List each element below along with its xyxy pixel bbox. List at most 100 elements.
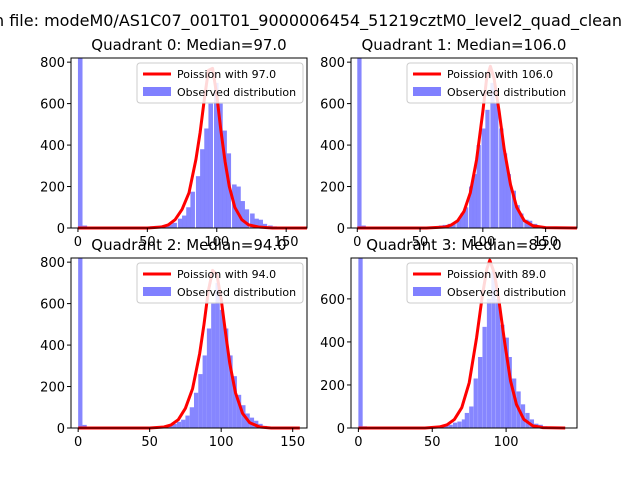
quadrant-1-hist-bar-24 [511,190,516,228]
quadrant-0-ytick-label-1: 200 [40,181,65,196]
quadrant-0-hist-bar-16 [200,149,205,228]
quadrant-0-ytick-label-4: 800 [40,56,65,71]
quadrant-0-legend-label-0: Poission with 97.0 [177,68,276,81]
quadrant-3-hist-bar-10 [457,421,462,428]
quadrant-0-hist-bar-17 [204,128,209,228]
quadrant-1-legend-hist-swatch [413,87,441,96]
quadrant-2-ytick-label-2: 400 [40,339,65,354]
quadrant-3-hist-bar-22 [507,356,512,428]
quadrant-0-xtick-label-2: 100 [204,235,229,250]
quadrant-2-hist-bar-1 [82,424,87,428]
quadrant-0-xtick-label-0: 0 [74,235,82,250]
quadrant-0-hist-bar-18 [208,103,214,228]
quadrant-2-hist-bar-19 [215,282,220,428]
quadrant-0-legend-label-1: Observed distribution [177,86,296,99]
quadrant-3-xtick-label-2: 100 [494,435,519,450]
quadrant-3-hist-bar-12 [464,412,470,428]
quadrant-3-hist-bar-17 [486,298,492,428]
quadrant-0-hist-bar-20 [218,103,223,228]
quadrant-1-ytick-label-4: 800 [320,56,345,71]
quadrant-0-hist-bar-30 [262,223,268,228]
quadrant-2-hist-bar-11 [181,419,186,428]
quadrant-1-xtick-label-2: 100 [470,235,495,250]
quadrant-2-ytick-label-4: 800 [40,256,65,271]
quadrant-3-hist-bar-23 [512,378,517,428]
quadrant-3-hist-bar-9 [452,422,458,428]
quadrant-2-hist-bar-24 [236,394,242,428]
quadrant-2-hist-bar-17 [206,328,212,428]
quadrant-1-xtick-label-0: 0 [353,235,361,250]
quadrant-2-xtick-label-0: 0 [74,435,82,450]
quadrant-0-hist-bar-26 [244,209,250,228]
quadrant-2-hist-bar-18 [211,303,216,428]
quadrant-2-xtick-label-3: 150 [280,435,305,450]
quadrant-0-hist-bar-15 [195,176,201,228]
quadrant-0-hist-bar-21 [222,130,227,228]
quadrant-3-panel: Quadrant 3: Median=89.0 0 50 100 0 200 400 600 P… [320,236,578,450]
quadrant-1-hist-bar-18 [485,109,490,228]
quadrant-1-hist-bar-17 [481,128,486,228]
quadrant-3-legend-label-0: Poission with 89.0 [447,268,546,281]
quadrant-0-title: Quadrant 0: Median=97.0 [91,36,286,54]
quadrant-1-hist-bar-13 [464,207,469,228]
quadrant-2-ytick-label-0: 0 [57,422,65,437]
quadrant-1-legend-label-0: Poission with 106.0 [447,68,553,81]
quadrant-2-hist-bar-20 [219,309,225,428]
quadrant-1-hist-bar-10 [451,222,456,228]
quadrant-0-ytick-label-3: 600 [40,98,65,113]
quadrant-3-ytick-label-1: 200 [320,379,345,394]
quadrant-3-legend-box [406,262,574,304]
quadrant-1-ytick-label-2: 400 [320,139,345,154]
quadrant-3-ytick-label-0: 0 [337,422,345,437]
quadrant-1-panel: Quadrant 1: Median=106.0 0 50 100 150 0 200 400… [320,36,578,250]
quadrant-2-hist-bar-21 [224,328,229,428]
quadrant-2-hist-bar-22 [228,355,233,428]
quadrant-1-hist-bar-23 [506,174,511,228]
quadrant-2-panel: Quadrant 2: Median=94.0 0 50 100 150 0 200 400 6… [40,236,308,450]
quadrant-0-hist-bar-9 [168,224,173,228]
figure-suptitle: n file: modeM0/AS1C07_001T01_9000006454_… [0,11,622,31]
quadrant-0-xtick-label-1: 50 [139,235,156,250]
quadrant-3-ytick-label-2: 400 [320,336,345,351]
quadrant-3-title: Quadrant 3: Median=89.0 [366,236,561,254]
quadrant-0-hist-bar-29 [258,219,263,228]
quadrant-1-axes-frame [350,57,578,229]
quadrant-3-hist-bar-13 [469,406,474,428]
quadrant-1-hist-bar-16 [476,145,481,228]
quadrant-0-ytick-label-2: 400 [40,139,65,154]
quadrant-0-hist-bar-10 [172,222,177,228]
quadrant-3-hist-bar-18 [491,270,496,428]
quadrant-3-hist-bar-11 [461,419,467,428]
quadrant-1-legend-label-1: Observed distribution [447,86,566,99]
quadrant-2-xtick-label-2: 100 [209,435,234,450]
quadrant-3-hist-bar-15 [478,356,483,428]
quadrant-2-legend-hist-swatch [143,287,171,296]
quadrant-3-xtick-label-1: 50 [424,435,441,450]
quadrant-3-hist-bar-8 [448,424,453,428]
quadrant-3-hist-bar-0 [358,258,363,428]
quadrant-0-panel: Quadrant 0: Median=97.0 0 50 100 150 0 200 400 6… [40,36,308,250]
quadrant-2-legend-label-1: Observed distribution [177,286,296,299]
quadrant-2-hist-bar-15 [198,374,203,428]
quadrant-2-legend-label-0: Poission with 94.0 [177,268,276,281]
quadrant-1-ytick-label-1: 200 [320,181,345,196]
quadrant-2-ytick-label-3: 600 [40,298,65,313]
quadrant-1-legend-box [406,62,574,104]
quadrant-3-hist-bar-14 [473,378,478,428]
quadrant-0-hist-bar-24 [236,186,241,228]
quadrant-3-hist-bar-19 [495,298,501,428]
quadrant-0-legend-box [136,62,304,104]
quadrant-1-hist-bar-21 [499,128,504,228]
quadrant-2-hist-bar-23 [232,376,237,428]
quadrant-0-legend-hist-swatch [143,87,171,96]
quadrant-2-axes-frame [70,257,308,429]
quadrant-0-hist-bar-0 [77,58,83,228]
quadrant-3-ytick-label-3: 600 [320,293,345,308]
quadrant-2-hist-bar-12 [185,415,190,428]
quadrant-2-hist-bar-16 [202,355,207,428]
quadrant-3-legend-hist-swatch [413,287,441,296]
quadrant-1-title: Quadrant 1: Median=106.0 [362,36,567,54]
quadrant-1-hist-bar-0 [357,58,362,228]
quadrant-0-hist-bar-12 [182,215,187,228]
